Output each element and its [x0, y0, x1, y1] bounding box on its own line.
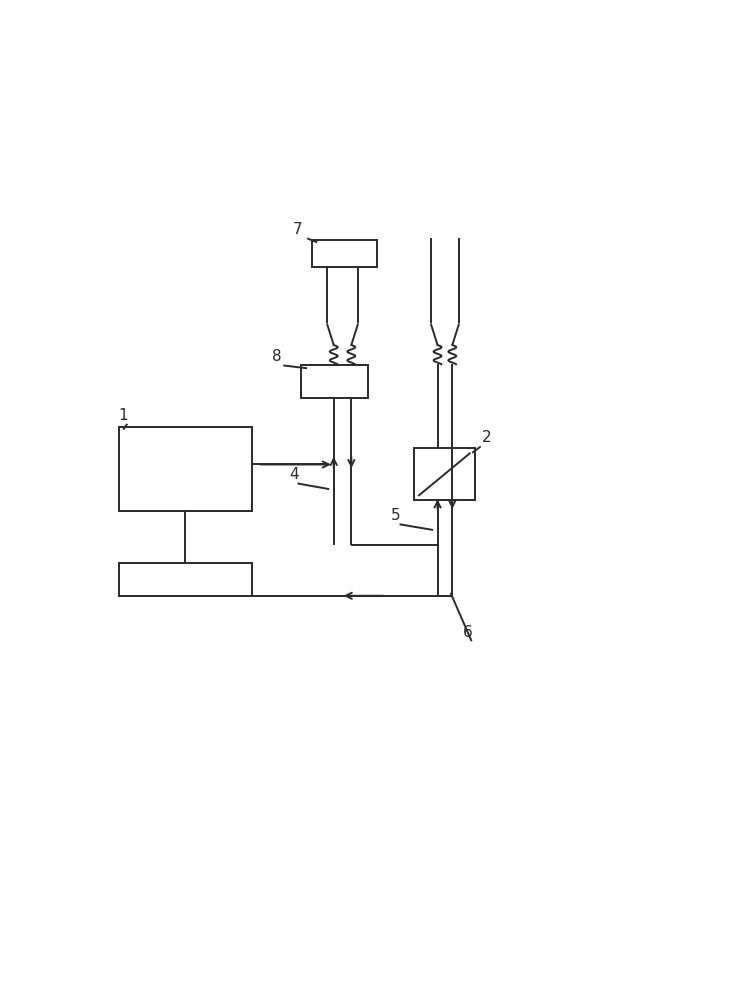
Text: 4: 4 — [289, 467, 299, 482]
Bar — [302, 365, 368, 398]
Text: 7: 7 — [293, 222, 302, 237]
Bar — [312, 240, 377, 267]
Bar — [414, 448, 475, 500]
Text: 1: 1 — [119, 408, 128, 423]
Text: 2: 2 — [482, 430, 491, 445]
Bar — [119, 427, 252, 511]
Text: 8: 8 — [272, 349, 282, 364]
Text: 5: 5 — [391, 508, 400, 523]
Bar — [119, 563, 252, 596]
Text: 6: 6 — [463, 625, 473, 640]
